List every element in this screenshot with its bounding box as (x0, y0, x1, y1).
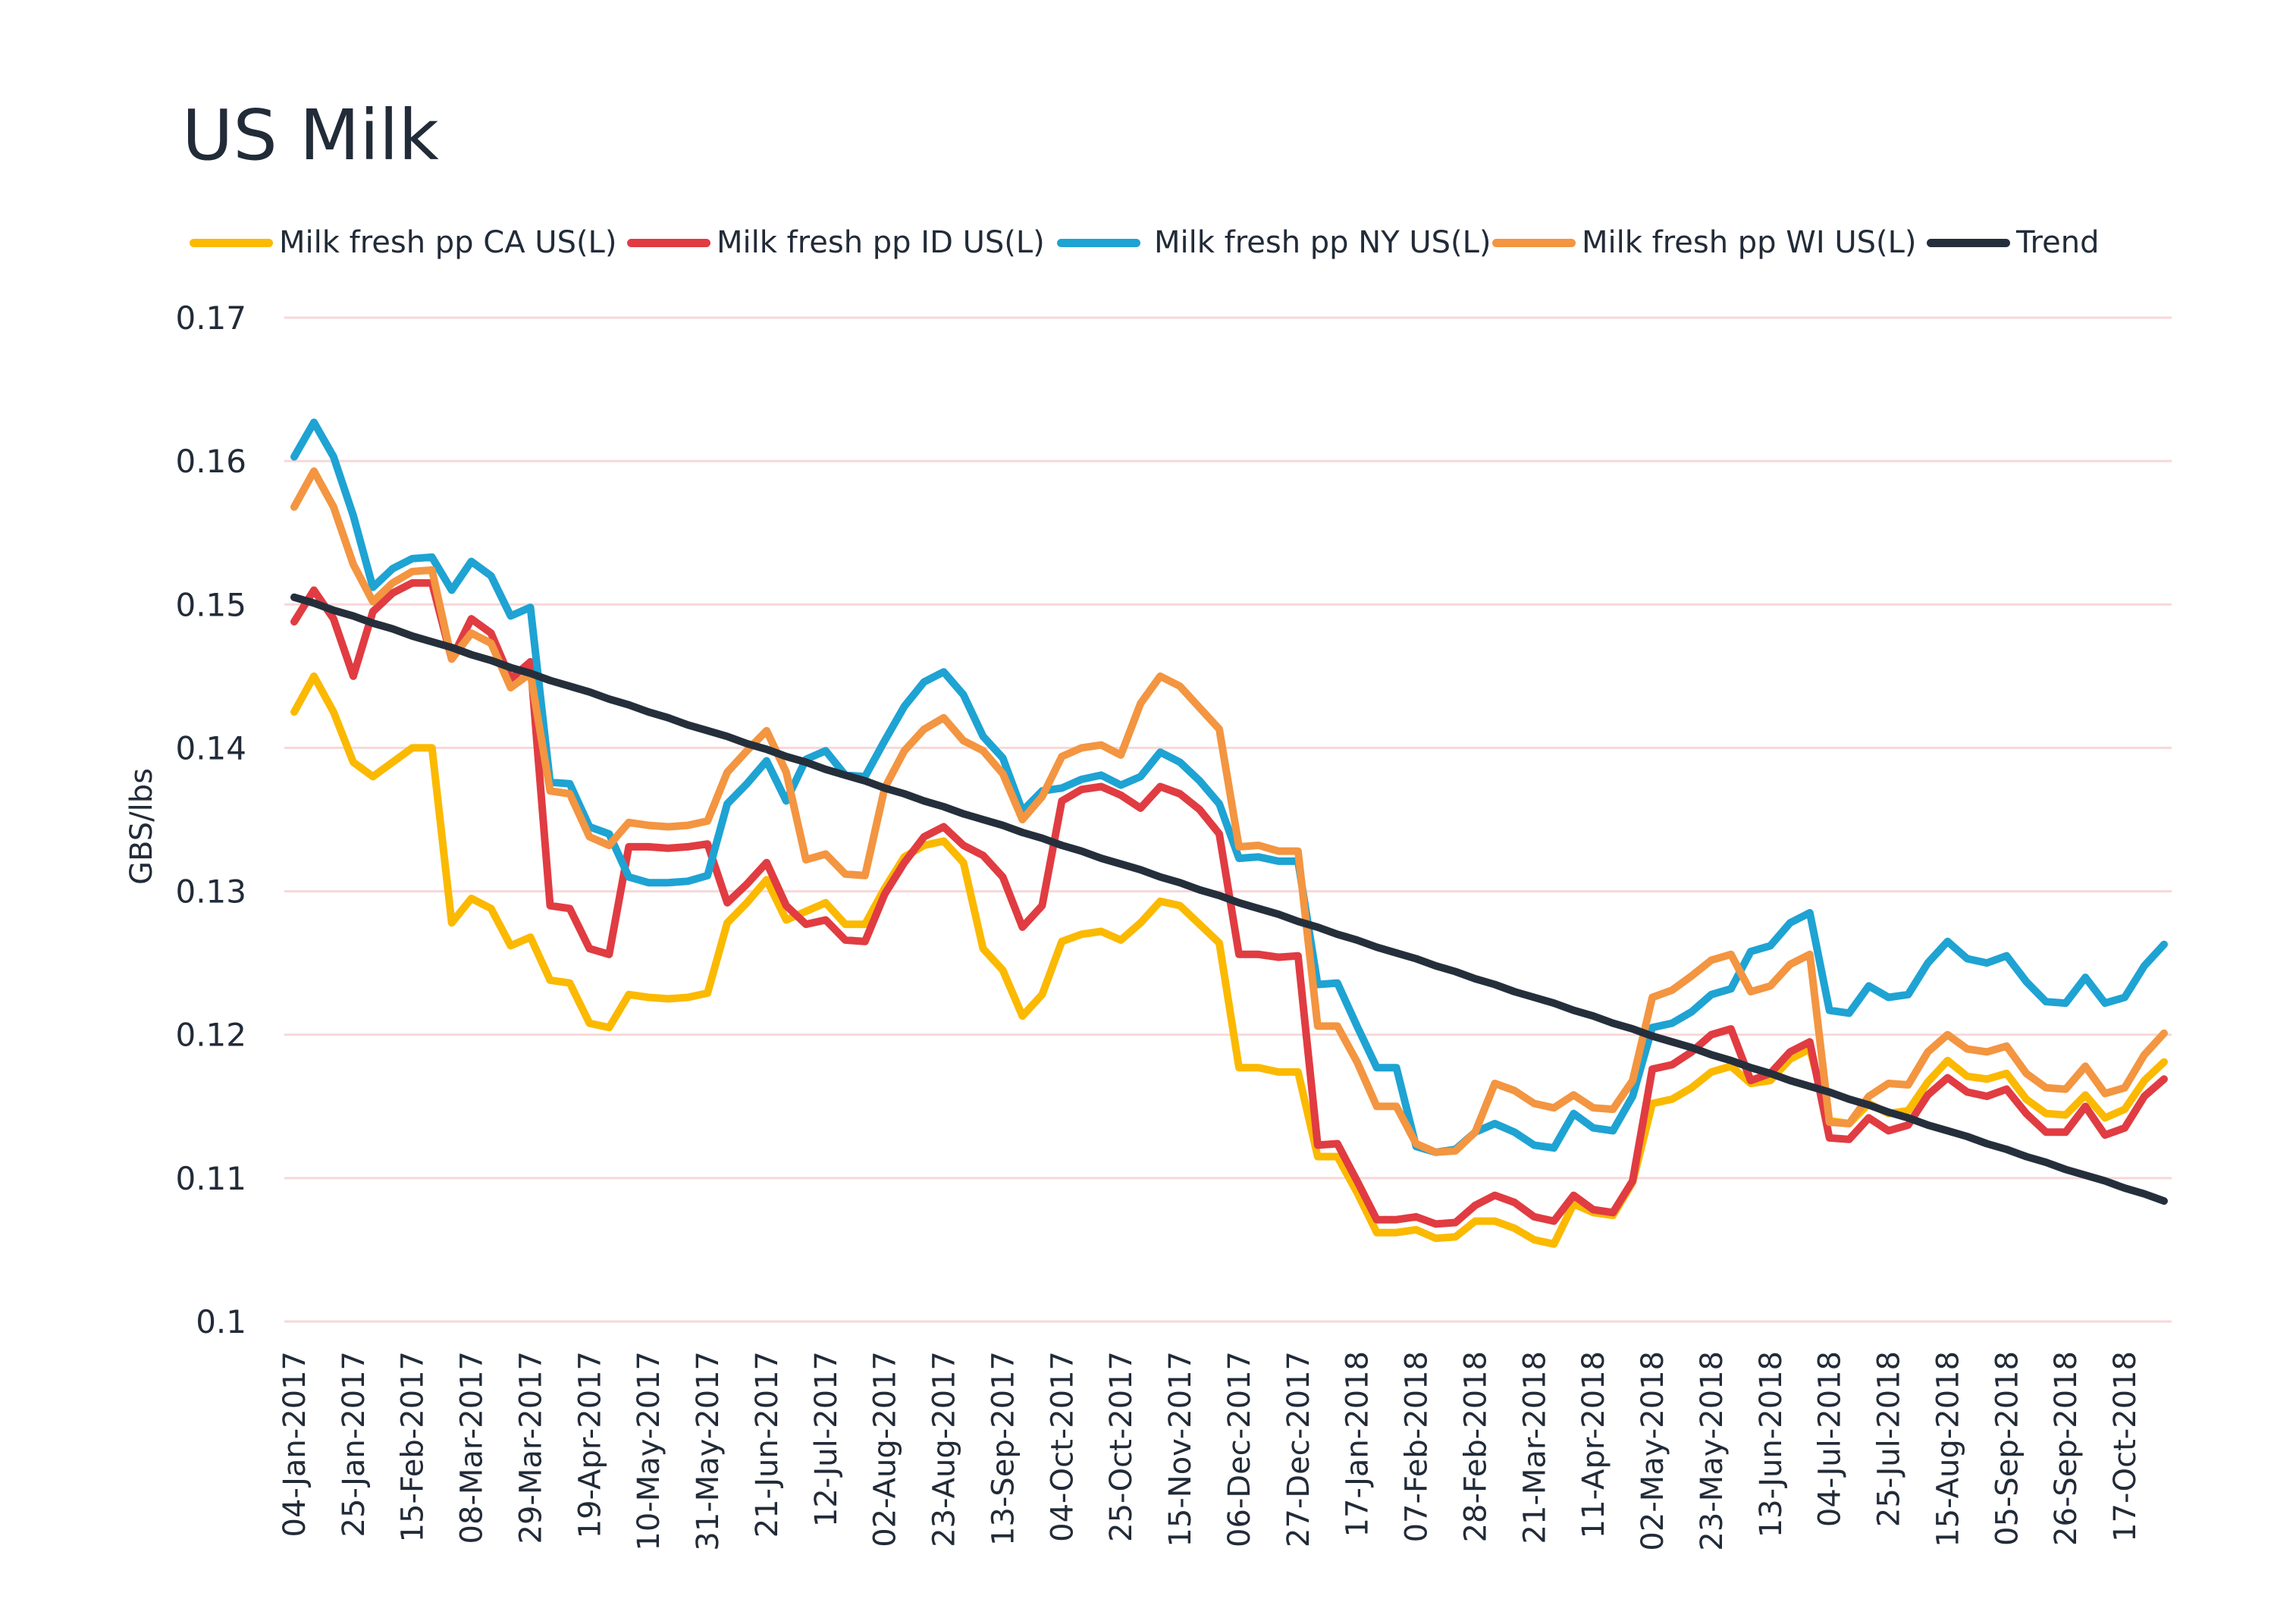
legend-label-id: Milk fresh pp ID US(L) (717, 225, 1045, 260)
x-tick-label: 02-May-2018 (1636, 1351, 1670, 1551)
legend-label-ny: Milk fresh pp NY US(L) (1154, 225, 1491, 260)
x-tick-label: 29-Mar-2017 (513, 1351, 548, 1544)
legend-label-ca: Milk fresh pp CA US(L) (279, 225, 617, 260)
x-tick-label: 07-Feb-2018 (1400, 1351, 1435, 1542)
legend-swatch-wi (1492, 238, 1576, 247)
series-line-milk-fresh-pp-ny-us-l (290, 419, 2168, 1156)
y-axis-title: GBS/lbs (124, 768, 159, 885)
x-tick-label: 17-Jan-2018 (1341, 1351, 1375, 1537)
x-tick-label: 21-Jun-2017 (750, 1351, 785, 1538)
x-tick-label: 04-Oct-2017 (1045, 1351, 1080, 1542)
x-tick-label: 02-Aug-2017 (868, 1351, 903, 1547)
x-tick-label: 08-Mar-2017 (455, 1351, 490, 1544)
x-tick-label: 26-Sep-2018 (2049, 1351, 2084, 1546)
legend-swatch-id (627, 238, 710, 247)
y-tick-label: 0.1 (196, 1303, 246, 1340)
x-tick-label: 04-Jul-2018 (1813, 1351, 1848, 1527)
x-tick-label: 23-Aug-2017 (927, 1351, 962, 1547)
x-tick-label: 12-Jul-2017 (809, 1351, 844, 1527)
legend-swatch-trend (1927, 238, 2010, 247)
x-tick-label: 25-Oct-2017 (1104, 1351, 1139, 1542)
y-tick-label: 0.16 (175, 443, 246, 480)
y-tick-label: 0.14 (175, 729, 246, 767)
x-tick-label: 25-Jan-2017 (337, 1351, 372, 1537)
legend-swatch-ny (1057, 238, 1140, 247)
x-tick-label: 17-Oct-2018 (2108, 1351, 2143, 1542)
x-tick-label: 06-Dec-2017 (1222, 1351, 1257, 1547)
x-tick-label: 21-Mar-2018 (1517, 1351, 1552, 1544)
legend-item-ny: Milk fresh pp NY US(L) (1057, 221, 1491, 264)
y-tick-label: 0.11 (175, 1160, 246, 1197)
x-tick-label: 04-Jan-2017 (278, 1351, 312, 1537)
y-tick-label: 0.17 (175, 299, 246, 337)
x-tick-label: 23-May-2018 (1695, 1351, 1730, 1551)
legend-item-wi: Milk fresh pp WI US(L) (1492, 221, 1917, 264)
x-tick-label: 15-Nov-2017 (1163, 1351, 1198, 1547)
series-line-milk-fresh-pp-id-us-l (290, 578, 2168, 1228)
x-tick-label: 13-Jun-2018 (1754, 1351, 1789, 1538)
chart-title: US Milk (182, 95, 439, 176)
x-tick-label: 13-Sep-2017 (986, 1351, 1021, 1546)
y-tick-label: 0.12 (175, 1017, 246, 1054)
y-tick-labels: 0.1 0.11 0.12 0.13 0.14 0.15 0.16 0.17 (175, 299, 246, 1340)
series-line-milk-fresh-pp-wi-us-l (290, 467, 2168, 1156)
x-tick-label: 25-Jul-2018 (1872, 1351, 1907, 1527)
x-tick-label: 31-May-2017 (691, 1351, 726, 1551)
x-tick-label: 27-Dec-2017 (1281, 1351, 1316, 1547)
legend-label-wi: Milk fresh pp WI US(L) (1582, 225, 1917, 260)
x-tick-label: 05-Sep-2018 (1990, 1351, 2025, 1546)
legend-item-id: Milk fresh pp ID US(L) (627, 221, 1045, 264)
legend-label-trend: Trend (2016, 225, 2100, 260)
series-line-milk-fresh-pp-ca-us-l (290, 672, 2168, 1248)
x-tick-labels: 04-Jan-2017 25-Jan-2017 15-Feb-2017 08-Mar-… (278, 1351, 2143, 1551)
x-tick-label: 10-May-2017 (632, 1351, 667, 1551)
x-tick-label: 19-Apr-2017 (572, 1351, 607, 1538)
legend-swatch-ca (190, 238, 273, 247)
y-tick-label: 0.13 (175, 873, 246, 911)
series-line-trend (290, 593, 2168, 1205)
x-tick-label: 28-Feb-2018 (1458, 1351, 1493, 1542)
legend-item-trend: Trend (1927, 221, 2099, 264)
series-lines (290, 419, 2168, 1248)
legend-item-ca: Milk fresh pp CA US(L) (190, 221, 616, 264)
y-tick-label: 0.15 (175, 586, 246, 623)
x-tick-label: 11-Apr-2018 (1576, 1351, 1611, 1538)
x-tick-label: 15-Aug-2018 (1931, 1351, 1965, 1547)
x-tick-label: 15-Feb-2017 (396, 1351, 431, 1542)
